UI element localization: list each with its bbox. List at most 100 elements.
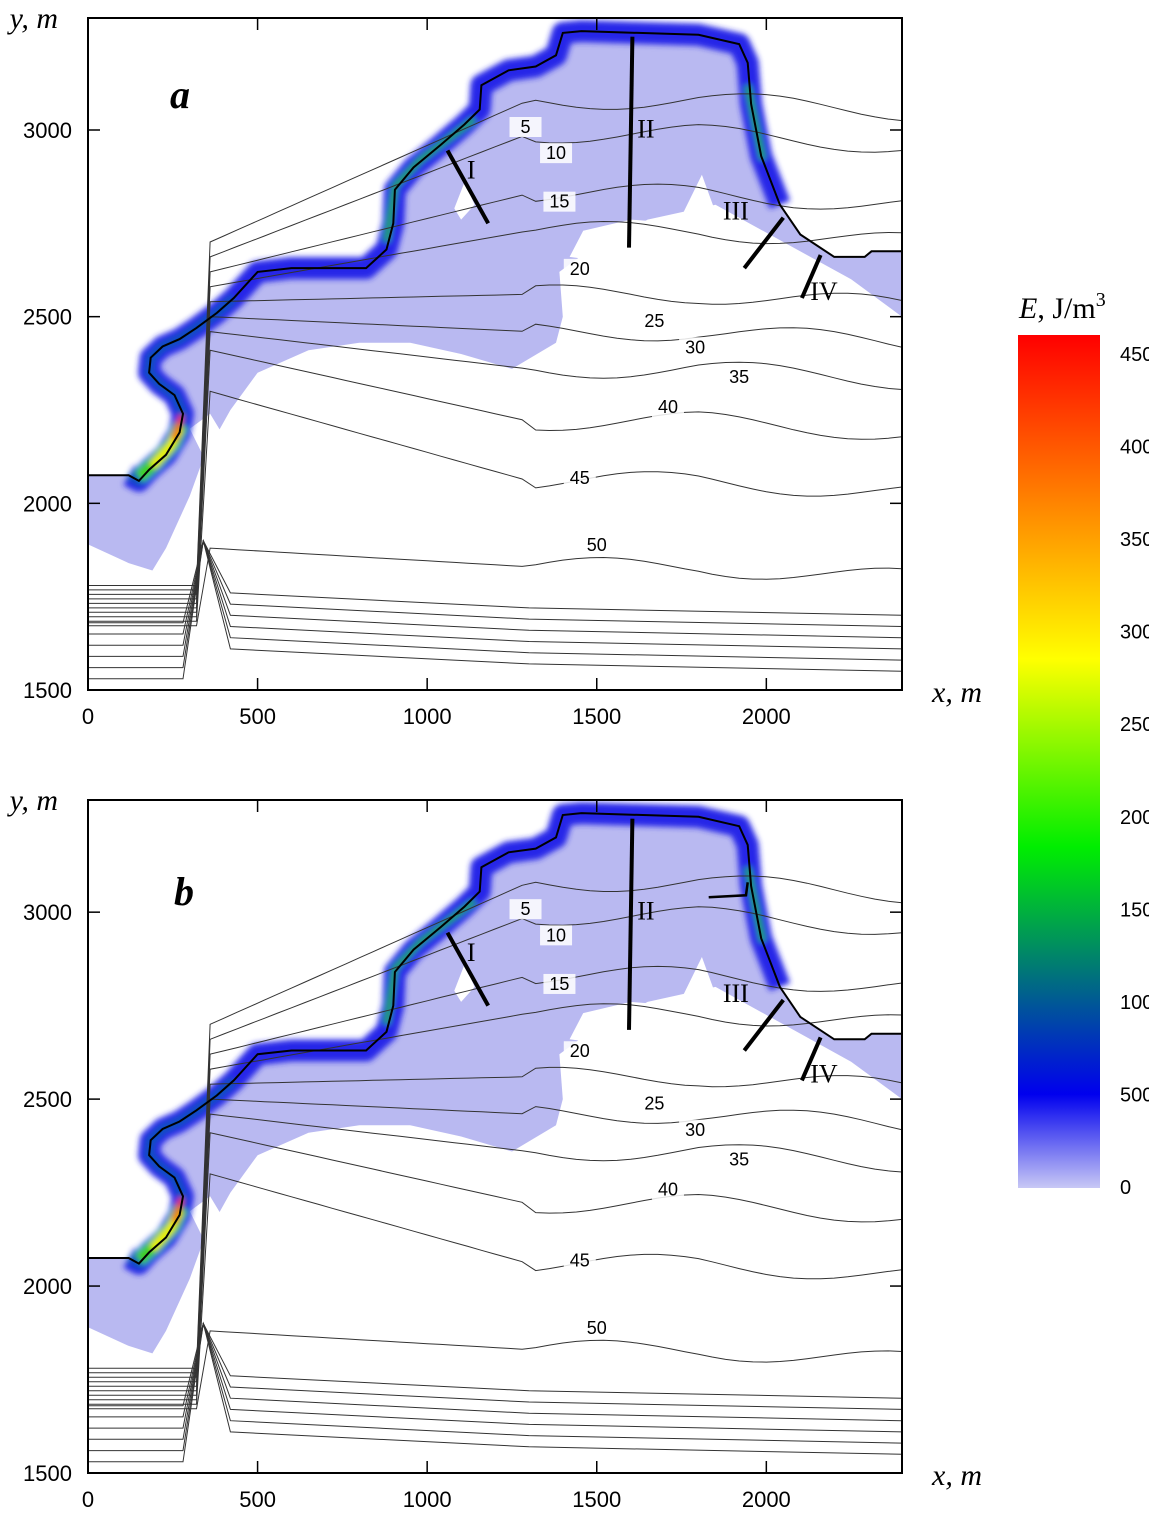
y-tick-label: 3000 [23,900,72,925]
x-tick-label: 0 [82,704,94,729]
contour-line [88,965,902,1378]
contour-label: 10 [546,143,566,163]
x-axis-label: x, m [931,676,982,709]
energy-field-gap-2 [189,413,231,470]
colorbar-tick-label: 1500 [1120,899,1149,921]
contour-line [88,1323,902,1463]
contour-label-bg [509,899,542,920]
section-label: III [723,197,749,226]
contour-line [88,1173,902,1405]
contour-label-bg [651,1179,684,1200]
colorbar-ramp [1018,335,1100,1188]
contour-label-bg [563,1250,596,1271]
y-tick-label: 2000 [23,491,72,516]
colorbar-tick-label: 4500 [1120,344,1149,366]
energy-field-gap-1 [569,957,716,1047]
contour-label: 35 [729,367,749,387]
section-line-iii [742,216,785,270]
contour-label: 10 [546,925,566,945]
contour-label: 35 [729,1150,749,1170]
colorbar-title-symbol: E [1018,292,1037,325]
colorbar: 4500 4000 3500 3000 2500 2000 1500 1000 500 0 E, J… [1018,289,1149,1199]
energy-band-red [172,1197,184,1224]
contour-label: 15 [549,192,569,212]
contour-line [88,93,902,586]
section-label: IV [810,1059,838,1088]
contour-label-bg [543,191,576,212]
depth-contours [88,93,902,680]
contour-label: 25 [644,1094,664,1114]
coastline [88,30,902,483]
contour-label-bg [543,973,576,994]
y-tick-label: 1500 [23,1461,72,1486]
contour-label-bg [723,1149,756,1170]
section-line-i [445,931,490,1007]
contour-label-bg [638,311,671,332]
colorbar-tick-label: 3500 [1120,529,1149,551]
contour-line [88,1321,902,1429]
contour-line [88,316,902,609]
coastline [88,812,902,1265]
section-line-iii [742,998,785,1052]
section-label: I [467,938,476,967]
contour-label-bg [563,258,596,279]
contour-label: 40 [658,397,678,417]
contour-label: 45 [570,1251,590,1271]
section-line-i [445,149,490,225]
x-tick-label: 0 [82,1487,94,1512]
contour-line [88,284,902,604]
contour-line [88,539,902,635]
contour-label: 30 [685,1120,705,1140]
contour-label: 20 [570,259,590,279]
contour-line [88,540,902,680]
contour-line [88,1066,902,1387]
section-label: II [637,897,654,926]
contour-label-bg [540,925,573,946]
y-axis: 1500 2000 2500 3000 [23,900,902,1486]
contour-line [88,547,902,627]
section-line-ii [627,36,635,248]
contour-line [88,540,902,669]
contour-label: 5 [521,899,531,919]
contour-label-bg [563,467,596,488]
x-tick-label: 1000 [403,704,452,729]
contour-label: 45 [570,468,590,488]
section-line-ii [627,818,635,1030]
plot-frame [87,799,903,1474]
colorbar-title-units: , J/m [1037,292,1095,325]
energy-field-low [88,31,902,571]
contour-label-bg [540,143,573,164]
x-tick-label: 500 [239,1487,276,1512]
contour-line [88,538,902,646]
contour-line [88,875,902,1369]
section-line-iv [800,1036,823,1082]
contour-label-bg [638,1093,671,1114]
section-label: IV [810,277,838,306]
x-tick-label: 1000 [403,1487,452,1512]
contour-label: 5 [521,117,531,137]
contour-label: 20 [570,1041,590,1061]
contour-line [88,1098,902,1392]
energy-band-red [172,414,184,441]
x-tick-label: 1500 [572,704,621,729]
contour-line [88,1323,902,1452]
contour-label-bg [563,1041,596,1062]
contour-label-bg [651,397,684,417]
colorbar-title: E, J/m3 [1018,289,1106,325]
depth-contours [88,875,902,1463]
panel-label: a [170,72,190,117]
contour-line [88,183,902,595]
x-axis: 0 500 1000 1500 2000 [82,18,791,729]
contour-line [88,1003,902,1383]
plot-frame [87,17,903,691]
contour-label: 50 [587,1318,607,1338]
contour-line [88,1132,902,1401]
section-label: II [637,114,654,143]
contour-line [88,540,902,657]
section-label: I [467,156,476,185]
contour-label-bg [679,337,712,358]
